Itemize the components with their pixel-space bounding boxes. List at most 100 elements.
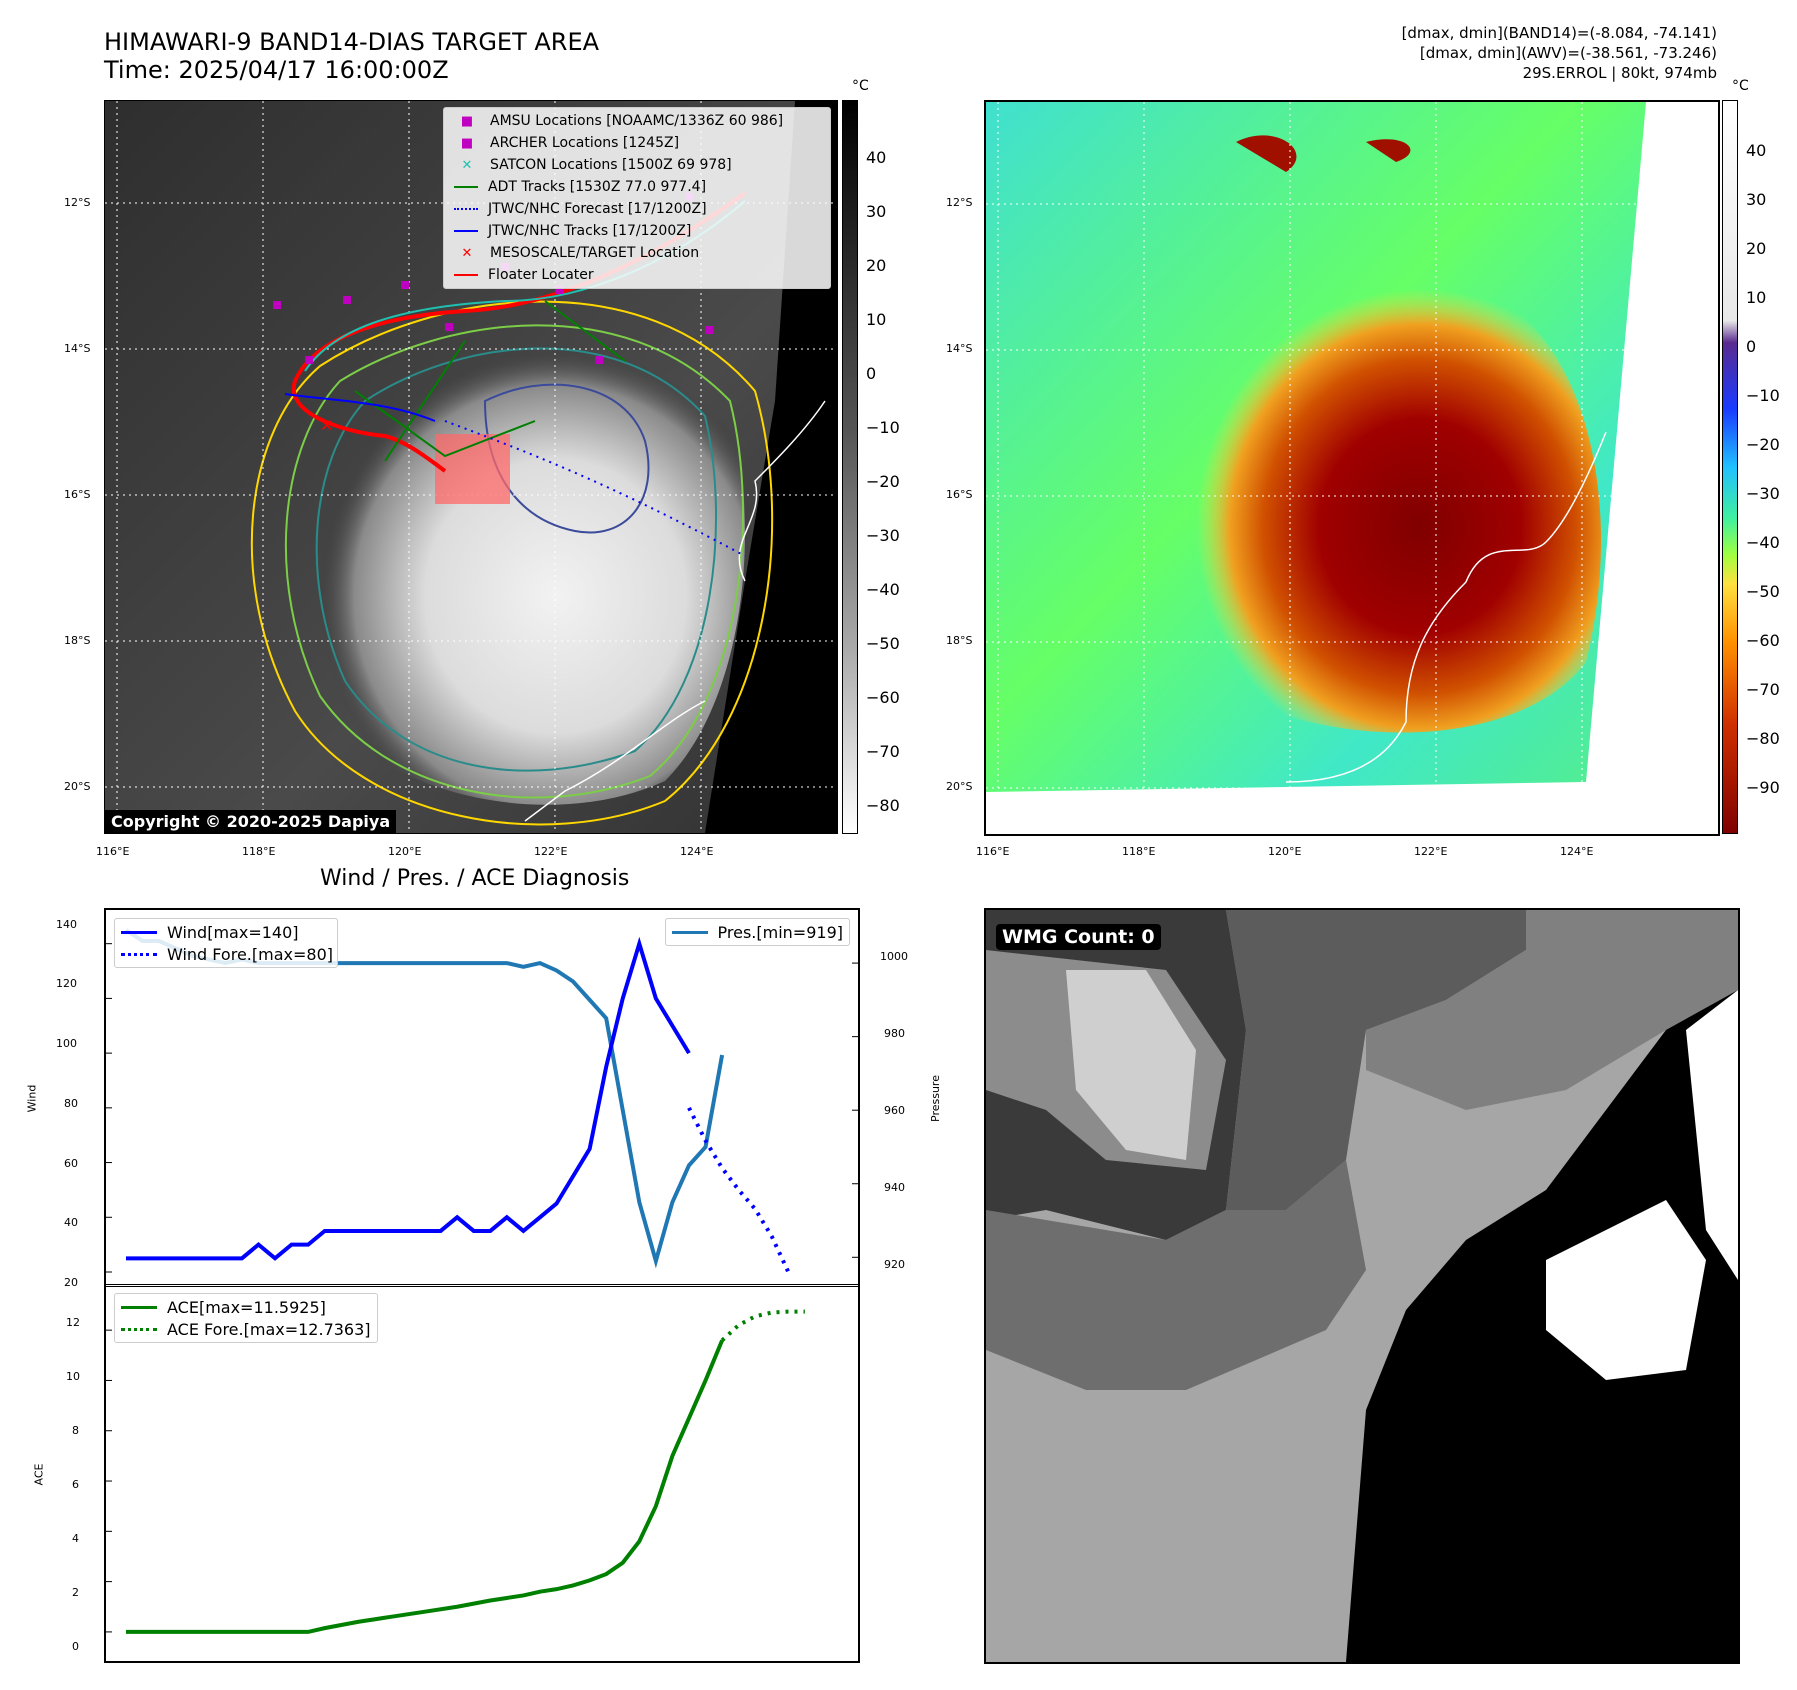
wind-tick: 120: [56, 977, 77, 990]
panel1-cb-tick: −60: [866, 688, 900, 707]
ace-forecast-line: [720, 1309, 805, 1342]
panel2-lat-tick: 20°S: [946, 780, 973, 793]
coastline: [524, 400, 826, 822]
ace-legend: ACE[max=11.5925] ACE Fore.[max=12.7363]: [114, 1293, 378, 1343]
panel4-map: WMG Count: 0: [984, 908, 1740, 1664]
legend-row-ace-fore: ACE Fore.[max=12.7363]: [115, 1318, 371, 1340]
panel1-cb-tick: −10: [866, 418, 900, 437]
wind-tick: 140: [56, 918, 77, 931]
panel2-cb-tick: 30: [1746, 190, 1767, 209]
x-marker-icon: ✕: [461, 245, 473, 261]
panel2-cb-tick: −30: [1746, 484, 1780, 503]
pres-tick: 1000: [880, 950, 908, 963]
wind-tick: 40: [64, 1216, 78, 1229]
legend-label: SATCON Locations [1500Z 69 978]: [490, 157, 732, 173]
panel2-lon-tick: 122°E: [1414, 845, 1448, 858]
panel1-cb-tick: −30: [866, 526, 900, 545]
line-swatch-icon: [121, 930, 157, 934]
panel2-lon-tick: 120°E: [1268, 845, 1302, 858]
ace-svg: [106, 1309, 805, 1634]
contour-green: [284, 324, 745, 799]
legend-row-archer: ■ ARCHER Locations [1245Z]: [444, 132, 830, 154]
pres-tick: 960: [884, 1104, 905, 1117]
legend-label: Floater Locater: [488, 267, 594, 283]
legend-row-satcon: ✕ SATCON Locations [1500Z 69 978]: [444, 154, 830, 176]
pres-tick: 980: [884, 1027, 905, 1040]
panel2-cb-tick: 10: [1746, 288, 1767, 307]
panel2-map: [984, 100, 1720, 836]
panel3-title: Wind / Pres. / ACE Diagnosis: [320, 866, 630, 891]
panel4-svg: [986, 910, 1738, 1662]
panel1-lon-tick: 122°E: [534, 845, 568, 858]
legend-row-jtwc-tracks: JTWC/NHC Tracks [17/1200Z]: [444, 220, 830, 242]
panel1-cb-tick: −50: [866, 634, 900, 653]
legend-row-pres: Pres.[min=919]: [666, 921, 843, 943]
panel1-title-line1: HIMAWARI-9 BAND14-DIAS TARGET AREA: [104, 28, 600, 56]
legend-label: JTWC/NHC Tracks [17/1200Z]: [488, 223, 692, 239]
legend-row-floater: Floater Locater: [444, 264, 830, 286]
coastline: [1285, 431, 1607, 783]
panel2-cb-tick: −20: [1746, 435, 1780, 454]
wmg-gray2-region: [986, 1160, 1366, 1390]
panel1-lon-tick: 120°E: [388, 845, 422, 858]
legend-label: ARCHER Locations [1245Z]: [490, 135, 680, 151]
legend-label: ACE Fore.[max=12.7363]: [167, 1319, 371, 1339]
wind-pres-plot: Wind[max=140] Wind Fore.[max=80] Pres.[m…: [104, 908, 860, 1287]
wind-tick: 80: [64, 1097, 78, 1110]
legend-label: ACE[max=11.5925]: [167, 1297, 326, 1317]
legend-label: AMSU Locations [NOAAMC/1336Z 60 986]: [490, 113, 784, 129]
panel1-lat-tick: 18°S: [64, 634, 91, 647]
dotted-line-swatch-icon: [121, 952, 157, 956]
panel1-cb-tick: −80: [866, 796, 900, 815]
line-swatch-icon: [121, 1305, 157, 1309]
wmg-darkgray-region: [1226, 910, 1526, 1210]
panel1-lat-tick: 12°S: [64, 196, 91, 209]
panel2-cb-tick: −50: [1746, 582, 1780, 601]
panel1-lat-tick: 14°S: [64, 342, 91, 355]
wind-tick: 100: [56, 1037, 77, 1050]
wind-tick: 60: [64, 1157, 78, 1170]
panel2-lat-tick: 14°S: [946, 342, 973, 355]
ace-tick: 8: [72, 1424, 79, 1437]
wmg-light-region: [1066, 970, 1196, 1160]
copyright-text: Copyright © 2020-2025 Dapiya: [111, 812, 391, 831]
legend-row-ace: ACE[max=11.5925]: [115, 1296, 371, 1318]
square-marker-icon: ■: [460, 113, 474, 129]
jtwc-track: [284, 393, 436, 422]
ace-ylabel: ACE: [32, 1463, 46, 1486]
panel1-lon-tick: 116°E: [96, 845, 130, 858]
panel1-cb-tick: 20: [866, 256, 887, 275]
ace-tick: 10: [66, 1370, 80, 1383]
panel2-cb-tick: −60: [1746, 631, 1780, 650]
legend-label: Wind Fore.[max=80]: [167, 944, 333, 964]
panel2-info-line3: 29S.ERROL | 80kt, 974mb: [1522, 64, 1717, 82]
panel1-title-line2: Time: 2025/04/17 16:00:00Z: [104, 56, 449, 84]
panel2-cb-tick: 40: [1746, 141, 1767, 160]
panel2-cb-tick: −10: [1746, 386, 1780, 405]
wind-ylabel: Wind: [25, 1084, 39, 1113]
panel2-cb-tick: 0: [1746, 337, 1757, 356]
panel1-cb-tick: −70: [866, 742, 900, 761]
panel2-map-svg: [986, 102, 1718, 834]
panel2-cb-tick: −90: [1746, 778, 1780, 797]
panel2-cb-unit: °C: [1732, 78, 1749, 94]
pres-tick: 940: [884, 1181, 905, 1194]
legend-row-mesoscale: ✕ MESOSCALE/TARGET Location: [444, 242, 830, 264]
wmg-black-region: [1346, 910, 1738, 1662]
panel2-lon-tick: 124°E: [1560, 845, 1594, 858]
panel1-lat-tick: 20°S: [64, 780, 91, 793]
legend-row-adt: ADT Tracks [1530Z 77.0 977.4]: [444, 176, 830, 198]
panel1-cb-tick: 30: [866, 202, 887, 221]
panel1-legend: ■ AMSU Locations [NOAAMC/1336Z 60 986] ■ A…: [443, 107, 831, 289]
panel1-lon-tick: 118°E: [242, 845, 276, 858]
wind-line: [126, 936, 691, 1261]
panel1-cb-tick: −40: [866, 580, 900, 599]
panel2-lat-tick: 12°S: [946, 196, 973, 209]
ace-tick: 2: [72, 1586, 79, 1599]
panel1-lat-tick: 16°S: [64, 488, 91, 501]
panel2-cb-tick: −80: [1746, 729, 1780, 748]
wind-legend: Wind[max=140] Wind Fore.[max=80]: [114, 918, 338, 968]
panel2-lon-tick: 118°E: [1122, 845, 1156, 858]
panel2-cb-tick: −40: [1746, 533, 1780, 552]
legend-label: JTWC/NHC Forecast [17/1200Z]: [488, 201, 707, 217]
